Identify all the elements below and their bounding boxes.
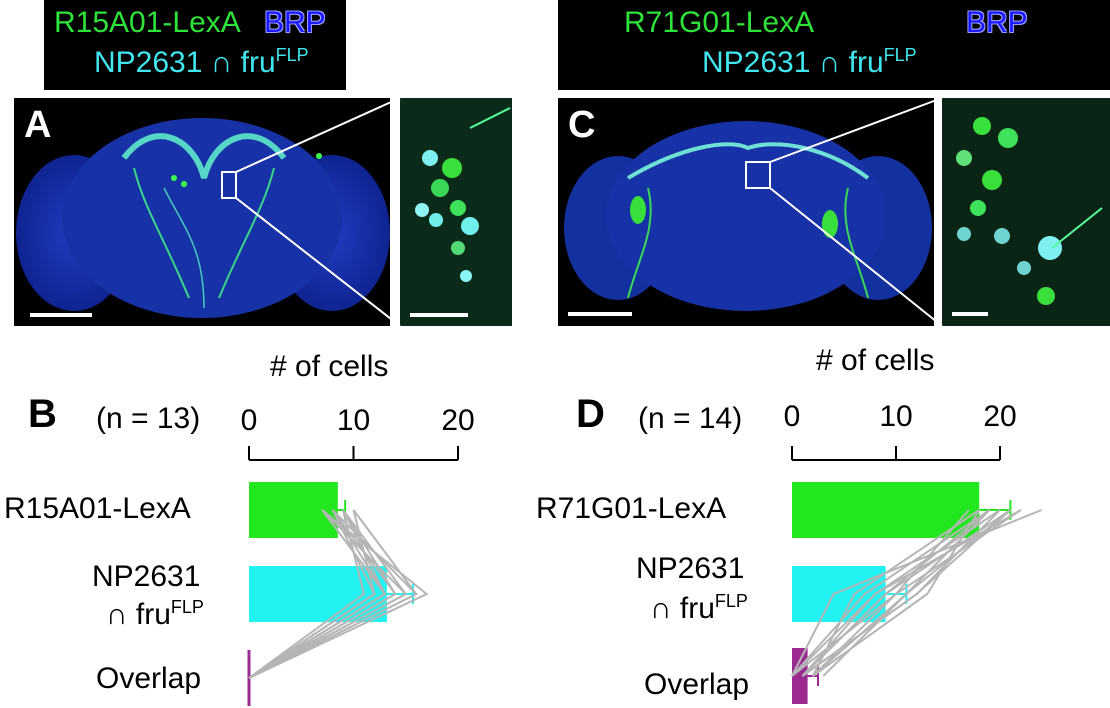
x-tick-label-d-1: 10 — [879, 400, 912, 433]
x-tick-label-b-1: 10 — [337, 404, 370, 437]
panel-label-c: C — [568, 104, 596, 146]
scale-bar-a-zoom — [410, 313, 468, 317]
panel-label-b: B — [28, 392, 57, 436]
panel-label-d: D — [576, 392, 605, 436]
category-label-d-1a: NP2631 — [636, 552, 745, 585]
scale-bar-c — [568, 312, 632, 316]
category-label-b-0: R15A01-LexA — [4, 492, 191, 525]
intersect-label-left: NP2631 ∩ fruFLP — [94, 45, 309, 79]
bar-d-2 — [792, 648, 808, 704]
micrograph-panel-a: A — [14, 98, 390, 326]
driver-label-right: R71G01-LexA — [624, 6, 815, 39]
intersect-label-right: NP2631 ∩ fruFLP — [702, 45, 917, 79]
category-label-b-1a: NP2631 — [92, 560, 201, 593]
zoom-inset-c — [942, 98, 1110, 326]
category-label-d-1b: ∩ fruFLP — [650, 591, 748, 625]
paired-line-b-8 — [248, 509, 408, 679]
x-axis-label-b: # of cells — [270, 350, 389, 383]
stain-label-left: BRP — [264, 6, 326, 39]
category-label-d-2: Overlap — [644, 668, 750, 701]
brain-image-c — [564, 121, 932, 311]
category-label-b-1b: ∩ fruFLP — [106, 597, 204, 631]
bar-d-0 — [792, 482, 980, 538]
driver-label-left: R15A01-LexA — [54, 6, 241, 39]
x-tick-label-b-2: 20 — [441, 404, 474, 437]
stain-label-right: BRP — [966, 6, 1028, 39]
paired-line-d-12 — [801, 509, 991, 677]
zoom-image-a — [415, 107, 511, 282]
micrograph-panel-c: C — [558, 98, 934, 326]
zoom-image-c — [956, 117, 1103, 305]
zoom-inset-a — [400, 98, 512, 326]
paired-line-d-7 — [791, 509, 991, 677]
category-label-b-2: Overlap — [96, 662, 202, 695]
paired-line-b-11 — [248, 509, 418, 679]
paired-line-d-11 — [811, 509, 980, 677]
x-tick-label-d-0: 0 — [784, 400, 801, 433]
paired-line-b-9 — [248, 509, 397, 679]
paired-line-b-12 — [248, 509, 387, 679]
paired-line-d-10 — [791, 509, 1022, 677]
n-label-d: (n = 14) — [638, 402, 743, 435]
header-left: R15A01-LexA BRP NP2631 ∩ fruFLP — [44, 0, 346, 90]
brain-image-a — [16, 118, 390, 318]
bar-d-1 — [792, 566, 886, 622]
paired-line-d-13 — [822, 509, 1012, 677]
header-right: R71G01-LexA BRP NP2631 ∩ fruFLP — [558, 0, 1110, 90]
x-tick-label-d-2: 20 — [983, 400, 1016, 433]
n-label-b: (n = 13) — [96, 402, 201, 435]
scale-bar-c-zoom — [952, 312, 988, 316]
panel-label-a: A — [24, 104, 52, 146]
scale-bar-a — [30, 313, 92, 317]
category-label-d-0: R71G01-LexA — [536, 492, 727, 525]
paired-line-b-10 — [248, 509, 376, 679]
x-axis-label-d: # of cells — [816, 344, 935, 377]
x-tick-label-b-0: 0 — [241, 404, 258, 437]
